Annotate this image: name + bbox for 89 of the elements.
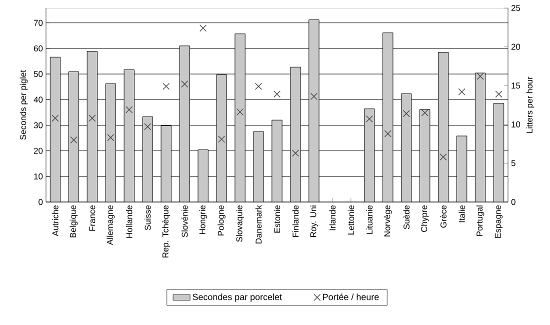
point: [126, 106, 133, 114]
y-tick-label: 70: [34, 20, 43, 26]
bar: [216, 74, 227, 202]
x-tick-label: Hollande: [126, 205, 132, 238]
point: [52, 114, 59, 122]
bar: [420, 109, 430, 202]
legend-label: Portée / heure: [323, 293, 379, 300]
x-tick-label: Lettonie: [348, 205, 354, 234]
x-tick-label: Belgique: [70, 205, 78, 238]
bar: [382, 32, 394, 202]
bar: [272, 120, 282, 202]
y-tick-label: 0: [38, 199, 43, 205]
y2-axis-title: Litters per hour: [526, 76, 534, 133]
point: [88, 114, 96, 122]
x-tick-label: Irlande: [329, 205, 336, 230]
x-tick-label: Pologne: [218, 205, 226, 236]
point: [181, 80, 188, 88]
point: [458, 88, 466, 96]
x-tick-label: Suède: [403, 205, 410, 230]
x-tick-label: Grèce: [440, 205, 446, 228]
bar: [68, 71, 80, 202]
bar: [86, 51, 98, 202]
x-tick-label: Allemagne: [106, 205, 115, 246]
x-tick-label: Espagne: [494, 205, 503, 238]
point: [495, 90, 502, 98]
bar: [438, 52, 449, 202]
x-tick-label: Lituanie: [366, 205, 373, 234]
point: [70, 136, 78, 144]
x-tick-label: Chypre: [420, 205, 429, 232]
bar: [401, 93, 412, 202]
y-tick-label: 40: [34, 96, 43, 103]
point: [476, 72, 484, 80]
y-tick-label: 50: [34, 71, 43, 78]
bar: [142, 116, 153, 202]
y2-tick-label: 0: [511, 199, 516, 205]
y-tick-label: 10: [34, 173, 43, 180]
bar: [198, 150, 208, 202]
point: [273, 90, 281, 98]
point: [218, 136, 226, 143]
bar: [290, 66, 301, 202]
x-tick-label: Hongrie: [199, 205, 208, 234]
y2-tick-label: 15: [512, 82, 520, 89]
bar: [179, 46, 190, 202]
bar: [234, 34, 246, 202]
point: [144, 123, 152, 130]
legend-label: Secondes par porcelet: [192, 294, 282, 302]
point: [421, 109, 428, 116]
x-tick-label: France: [89, 205, 96, 231]
point: [440, 153, 447, 161]
x-tick-label: Slovaquie: [236, 205, 244, 242]
point: [107, 134, 114, 142]
x-tick-label: Suisse: [144, 205, 151, 230]
x-tick-label: Danemark: [255, 205, 262, 244]
x-tick-label: Estonie: [274, 205, 280, 233]
x-tick-label: Finlande: [292, 205, 299, 237]
y2-tick-label: 10: [512, 121, 520, 128]
y-axis-title: Seconds per piglet: [20, 70, 28, 140]
x-tick-label: Autriche: [52, 205, 58, 236]
x-tick-label: Rep. Tchèque: [162, 205, 170, 258]
point: [255, 82, 262, 90]
bar: [474, 72, 486, 202]
x-tick-label: Portugal: [476, 206, 484, 236]
bar: [50, 56, 61, 202]
y2-tick-label: 25: [511, 5, 520, 11]
x-tick-label: Norvège: [384, 205, 392, 236]
y2-tick-label: 20: [511, 44, 520, 50]
x-tick-label: Roy. Uni: [310, 206, 318, 237]
bar: [364, 108, 375, 202]
y-tick-label: 60: [34, 45, 43, 52]
bar: [160, 125, 172, 202]
bar: [124, 69, 134, 202]
x-tick-label: Italie: [458, 205, 465, 222]
bar: [456, 136, 468, 202]
point: [402, 110, 410, 118]
bar: [493, 102, 504, 202]
point: [292, 150, 299, 157]
point: [200, 24, 207, 32]
y2-tick-label: 5: [511, 160, 516, 166]
y-tick-label: 30: [34, 122, 43, 128]
bar: [105, 84, 116, 202]
point: [162, 82, 170, 90]
point: [236, 108, 244, 116]
point: [310, 92, 318, 100]
point: [384, 130, 392, 138]
point: [366, 115, 373, 122]
y-tick-label: 20: [34, 148, 43, 154]
x-tick-label: Slovénie: [181, 205, 188, 238]
bar: [253, 131, 264, 202]
bar: [308, 20, 320, 202]
